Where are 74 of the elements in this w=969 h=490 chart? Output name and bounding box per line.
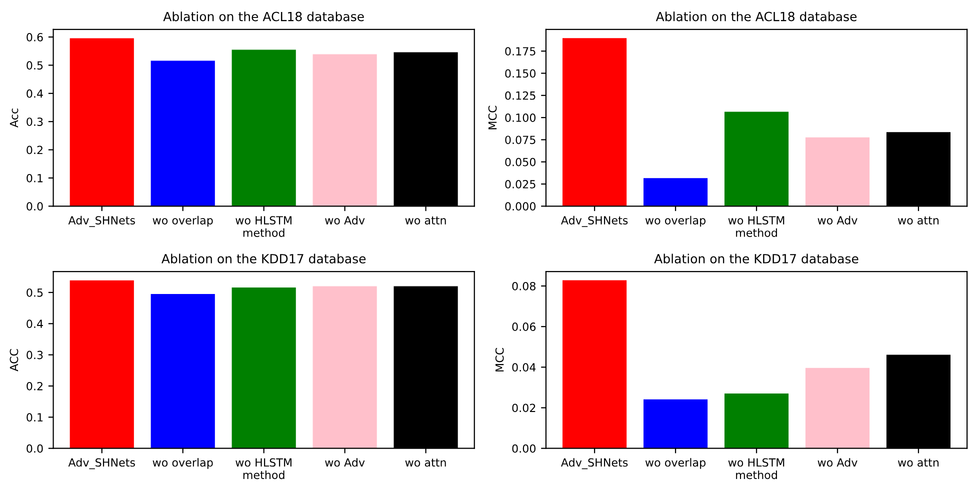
bar: [150, 293, 216, 448]
x-tick-label: wo HLSTM: [236, 216, 292, 224]
y-tick-label: 0.100: [505, 114, 536, 122]
x-axis-title: method: [736, 228, 777, 237]
x-tick-label: wo Adv: [818, 458, 858, 467]
bar: [562, 37, 628, 206]
y-tick-label: 0.06: [512, 322, 536, 331]
y-tick-label: 0.0: [26, 202, 43, 211]
x-tick-label: wo overlap: [645, 216, 706, 227]
y-tick-label: 0.175: [505, 47, 536, 56]
bar: [642, 398, 708, 448]
y-tick-label: 0.050: [505, 158, 536, 166]
bar: [642, 177, 708, 206]
x-tick-label: wo Adv: [818, 216, 858, 224]
y-tick-label: 0.1: [26, 174, 43, 182]
y-axis-title: ACC: [10, 349, 18, 372]
y-tick-label: 0.00: [512, 444, 536, 453]
chart-title: Ablation on the ACL18 database: [163, 12, 364, 22]
y-tick-label: 0.2: [26, 382, 42, 390]
x-tick-label: wo HLSTM: [728, 216, 784, 224]
x-axis-title: method: [736, 470, 777, 480]
y-tick-label: 0.125: [505, 91, 536, 100]
x-tick-label: wo Adv: [325, 216, 365, 224]
x-axis-title: method: [243, 470, 284, 480]
y-tick-label: 0.04: [512, 363, 536, 372]
bar: [804, 367, 870, 448]
x-tick-label: wo overlap: [152, 458, 213, 469]
bar: [69, 280, 135, 448]
y-tick-label: 0.025: [505, 180, 536, 188]
bar: [562, 280, 628, 448]
bar: [150, 60, 216, 206]
chart-title: Ablation on the ACL18 database: [656, 12, 857, 22]
x-tick-label: Adv_SHNets: [561, 216, 628, 227]
bar: [804, 136, 870, 206]
x-tick-label: wo attn: [898, 458, 939, 467]
x-tick-label: wo attn: [405, 216, 446, 224]
y-tick-label: 0.1: [26, 413, 43, 422]
x-tick-label: Adv_SHNets: [68, 458, 135, 470]
x-tick-label: wo overlap: [152, 216, 213, 227]
chart-title: Ablation on the KDD17 database: [162, 254, 366, 264]
x-axis-title: method: [243, 228, 284, 237]
y-tick-label: 0.5: [26, 61, 43, 70]
bar: [312, 286, 378, 448]
y-tick-label: 0.5: [26, 288, 43, 297]
y-tick-label: 0.075: [505, 136, 536, 144]
x-tick-label: wo overlap: [645, 458, 706, 469]
x-tick-label: wo HLSTM: [728, 458, 784, 467]
y-tick-label: 0.0: [26, 444, 43, 453]
bar: [231, 286, 297, 448]
y-tick-label: 0.000: [505, 202, 536, 211]
y-tick-label: 0.3: [26, 118, 43, 126]
bar: [312, 54, 378, 206]
x-tick-label: wo attn: [898, 216, 939, 224]
x-tick-label: wo attn: [405, 458, 446, 467]
y-tick-label: 0.4: [26, 320, 43, 328]
y-tick-label: 0.08: [512, 282, 536, 290]
y-axis-title: Acc: [10, 108, 18, 128]
chart-title: Ablation on the KDD17 database: [654, 254, 858, 264]
x-tick-label: wo HLSTM: [236, 458, 292, 467]
bar: [69, 38, 135, 206]
y-axis-title: MCC: [495, 348, 504, 372]
x-tick-label: Adv_SHNets: [561, 458, 628, 470]
bar: [724, 111, 790, 206]
bar: [724, 392, 790, 448]
y-tick-label: 0.3: [26, 350, 43, 360]
y-axis-title: MCC: [488, 106, 497, 130]
y-tick-label: 0.2: [26, 146, 42, 154]
y-tick-label: 0.4: [26, 89, 43, 98]
y-tick-label: 0.150: [505, 69, 536, 78]
x-tick-label: wo Adv: [325, 458, 365, 467]
y-tick-label: 0.02: [512, 404, 536, 412]
bar: [231, 49, 297, 206]
x-tick-label: Adv_SHNets: [68, 216, 135, 227]
y-tick-label: 0.6: [26, 32, 43, 42]
